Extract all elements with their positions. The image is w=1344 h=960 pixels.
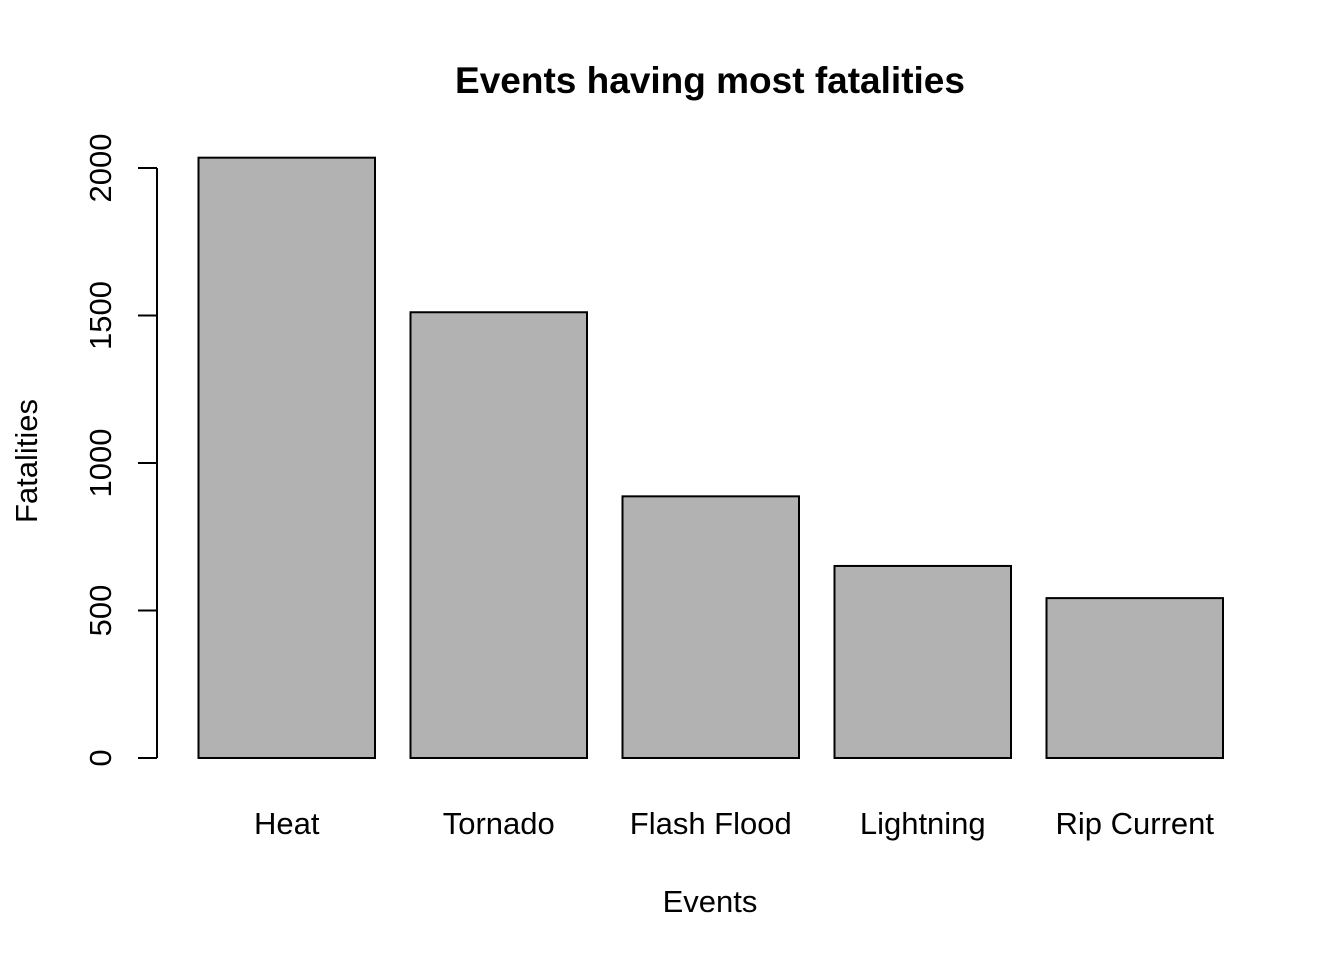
chart-title: Events having most fatalities [455, 60, 965, 101]
y-axis-label: Fatalities [9, 399, 44, 523]
y-tick-label: 1000 [83, 429, 118, 498]
x-tick-label: Lightning [860, 806, 986, 841]
y-tick-label: 1500 [83, 281, 118, 350]
y-tick-label: 500 [83, 585, 118, 637]
x-tick-label: Heat [254, 806, 320, 841]
x-tick-label: Flash Flood [630, 806, 792, 841]
x-tick-label: Rip Current [1056, 806, 1215, 841]
bar-rip-current [1045, 597, 1224, 759]
bar-heat [197, 156, 376, 760]
y-axis: 0 500 1000 1500 2000 [83, 134, 158, 767]
y-tick-label: 0 [83, 749, 118, 766]
x-axis-label: Events [663, 884, 758, 919]
bar-lightning [833, 564, 1012, 760]
y-tick-label: 2000 [83, 134, 118, 203]
x-tick-labels: Heat Tornado Flash Flood Lightning Rip Curre… [254, 806, 1214, 841]
bars-group [197, 156, 1224, 760]
x-tick-label: Tornado [443, 806, 555, 841]
bar-tornado [409, 311, 588, 759]
bar-flash-flood [621, 495, 800, 759]
